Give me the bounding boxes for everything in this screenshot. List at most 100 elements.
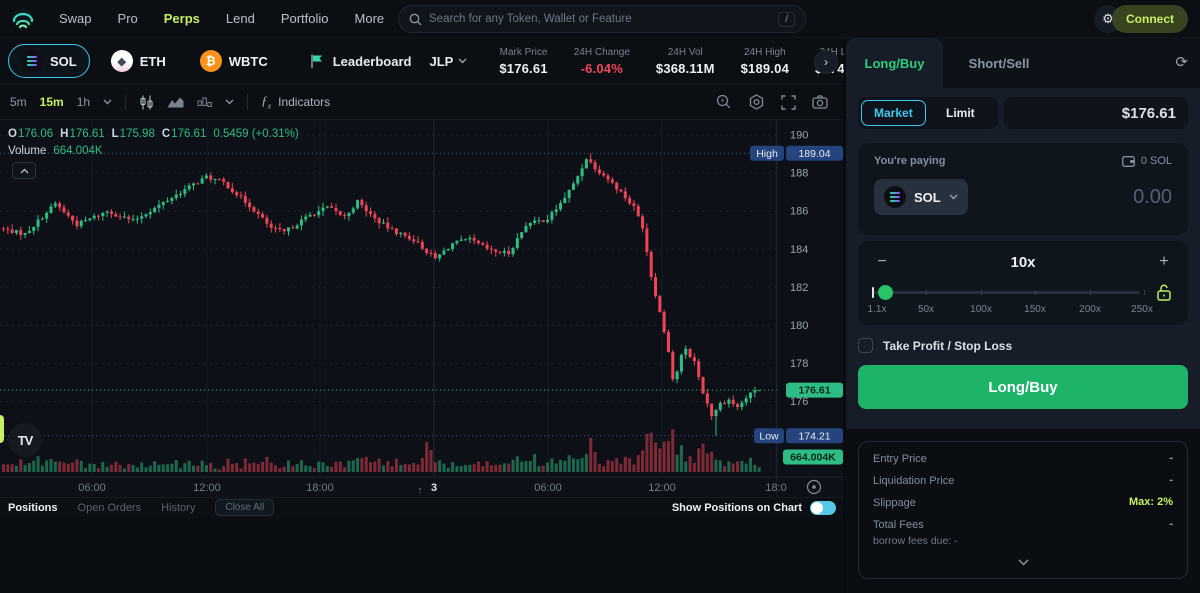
tradingview-logo[interactable]: TV (8, 423, 42, 457)
detail-label-wrap: Slippage (873, 496, 916, 510)
jlp-dropdown[interactable]: JLP (429, 54, 467, 69)
svg-text:High: High (756, 148, 778, 160)
detail-value: - (1169, 452, 1173, 464)
stat-24h-change: 24H Change -6.04% (574, 47, 630, 76)
svg-text:06:00: 06:00 (534, 482, 562, 494)
main-nav: Swap Pro Perps Lend Portfolio More (59, 11, 384, 26)
slider-knob[interactable] (878, 285, 893, 300)
details-expand-button[interactable] (873, 555, 1173, 572)
positions-tab-open-orders[interactable]: Open Orders (77, 501, 142, 514)
fullscreen-icon (781, 94, 796, 110)
search-input[interactable]: Search for any Token, Wallet or Feature … (398, 5, 806, 33)
stat-label: 24H Vol (667, 46, 703, 58)
amount-input[interactable]: 0.00 (1133, 185, 1172, 208)
style-dropdown[interactable] (225, 99, 234, 105)
svg-text:180: 180 (790, 320, 808, 332)
legend-collapse-button[interactable] (12, 162, 36, 179)
leverage-tick-1.1x[interactable]: 1.1x (867, 304, 887, 315)
order-type-market[interactable]: Market (861, 100, 926, 126)
detail-row-total-fees: Total Fees borrow fees due: - - (873, 518, 1173, 547)
chart-settings-button[interactable] (748, 94, 765, 110)
slider-track[interactable] (872, 291, 1140, 294)
show-positions-toggle[interactable] (810, 500, 836, 515)
indicators-button[interactable]: ƒx Indicators (261, 93, 331, 111)
leverage-slider[interactable] (872, 284, 1174, 301)
close-all-button[interactable]: Close All (215, 499, 275, 516)
function-icon: ƒx (261, 93, 272, 111)
svg-text:3: 3 (431, 482, 437, 494)
leverage-increase-button[interactable]: + (1159, 253, 1169, 270)
detail-value: Max: 2% (1128, 496, 1173, 508)
timeframe-1h[interactable]: 1h (76, 95, 91, 109)
trade-tabs: Long/Buy Short/Sell ⟳ (846, 38, 1200, 88)
search-placeholder: Search for any Token, Wallet or Feature (429, 13, 632, 25)
svg-text:12:00: 12:00 (648, 482, 676, 494)
fullscreen-button[interactable] (781, 94, 796, 110)
chart-area: 190 188 186 184 182 180 178 176 06:00 12:00 18:00 3… (0, 120, 845, 497)
nav-item-perps[interactable]: Perps (163, 11, 200, 26)
bars-style-button[interactable] (197, 96, 212, 109)
chart-side-button[interactable] (0, 415, 4, 443)
price-chart[interactable]: 190 188 186 184 182 180 178 176 06:00 12:00 18:00 3… (0, 120, 845, 497)
trade-panel: Long/Buy Short/Sell ⟳ Market Limit $176.… (846, 38, 1200, 593)
long-buy-submit-button[interactable]: Long/Buy (858, 365, 1188, 409)
tab-short-sell[interactable]: Short/Sell (968, 55, 1030, 71)
token-tab-eth[interactable]: ◆ ETH (98, 44, 179, 78)
detail-label: Liquidation Price (873, 475, 955, 487)
nav-item-pro[interactable]: Pro (117, 11, 138, 26)
detail-row-entry-price: Entry Price - (873, 452, 1173, 466)
leverage-card: − 10x + (858, 241, 1188, 325)
connect-wallet-button[interactable]: Connect (1112, 5, 1188, 33)
area-style-button[interactable] (167, 96, 184, 108)
leverage-tick-150x[interactable]: 150x (1024, 304, 1046, 315)
chart-column: SOL ◆ ETH ₿ WBTC Leaderboard JLP Mark Price $… (0, 38, 845, 593)
leverage-tick-100x[interactable]: 100x (970, 304, 992, 315)
timeframe-5m[interactable]: 5m (10, 95, 27, 109)
stat-value: $368.11M (655, 60, 715, 76)
stat-mark-price: Mark Price $176.61 (499, 47, 547, 76)
leaderboard-link[interactable]: Leaderboard (309, 53, 411, 69)
snapshot-button[interactable] (812, 95, 828, 109)
order-price-display: $176.61 (1004, 97, 1188, 129)
slider-start-mark (872, 287, 874, 298)
candlestick-style-button[interactable] (139, 95, 154, 110)
paying-label: You're paying (874, 155, 946, 167)
order-type-limit[interactable]: Limit (946, 106, 975, 120)
timeframe-dropdown[interactable] (103, 99, 112, 105)
leverage-tick-50x[interactable]: 50x (917, 304, 935, 315)
camera-icon (812, 95, 828, 109)
token-tabs: SOL ◆ ETH ₿ WBTC (0, 44, 281, 78)
trade-form: Market Limit $176.61 You're paying 0 SOL (846, 88, 1200, 429)
nav-item-lend[interactable]: Lend (225, 11, 255, 26)
token-tab-wbtc[interactable]: ₿ WBTC (187, 44, 281, 78)
detail-sublabel: borrow fees due: - (873, 535, 958, 547)
jupiter-logo-icon[interactable] (11, 7, 35, 31)
tpsl-checkbox[interactable] (858, 338, 873, 353)
token-tab-sol[interactable]: SOL (8, 44, 90, 78)
refresh-icon[interactable]: ⟳ (1175, 54, 1188, 71)
svg-text:186: 186 (790, 206, 808, 218)
stats-scroll-button[interactable]: › (814, 50, 838, 74)
leverage-decrease-button[interactable]: − (877, 253, 887, 270)
nav-item-portfolio[interactable]: Portfolio (280, 11, 329, 26)
bitcoin-icon: ₿ (199, 50, 222, 72)
token-selector[interactable]: SOL (874, 179, 968, 215)
quick-search-button[interactable] (716, 94, 732, 110)
detail-value: - (1169, 518, 1173, 530)
chevron-down-icon (103, 99, 112, 105)
svg-text:190: 190 (790, 130, 808, 142)
chevron-down-icon (1017, 559, 1029, 566)
nav-item-more[interactable]: More (354, 11, 385, 26)
nav-item-swap[interactable]: Swap (59, 11, 92, 26)
positions-tab-history[interactable]: History (161, 501, 196, 514)
leverage-tick-200x[interactable]: 200x (1079, 304, 1101, 315)
svg-text:184: 184 (790, 244, 808, 256)
timeframe-15m[interactable]: 15m (39, 95, 64, 109)
tab-long-buy[interactable]: Long/Buy (846, 38, 943, 88)
positions-tab-positions[interactable]: Positions (8, 501, 58, 514)
wallet-balance: 0 SOL (1121, 155, 1172, 167)
top-nav: Swap Pro Perps Lend Portfolio More Search for… (0, 0, 1200, 38)
unlock-icon[interactable] (1156, 284, 1172, 306)
search-shortcut-key: / (778, 11, 795, 27)
leverage-tick-250x[interactable]: 250x (1131, 304, 1153, 315)
